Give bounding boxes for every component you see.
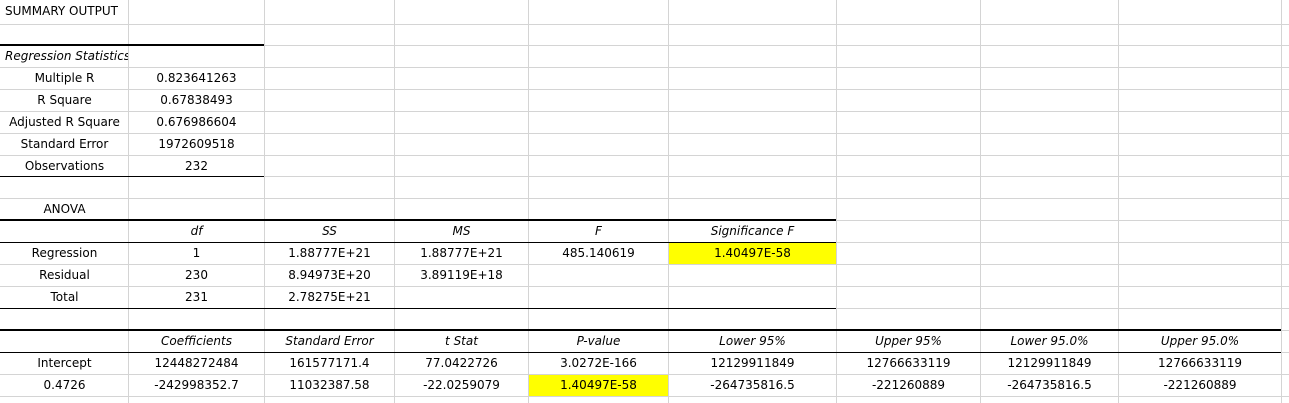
row-gridline <box>0 396 1289 397</box>
regression-stat-label[interactable]: Multiple R <box>34 71 95 85</box>
anova-value[interactable]: 3.89119E+18 <box>420 268 503 282</box>
column-gridline <box>128 0 129 403</box>
summary-output-title[interactable]: SUMMARY OUTPUT <box>5 4 118 18</box>
coefficients-value[interactable]: 12766633119 <box>866 356 951 370</box>
anova-header[interactable]: df <box>190 224 203 238</box>
row-gridline <box>0 67 1289 68</box>
anova-value[interactable]: 1.88777E+21 <box>288 246 371 260</box>
coefficients-value[interactable]: 161577171.4 <box>289 356 370 370</box>
row-gridline <box>0 264 1289 265</box>
anova-bottom-border <box>0 308 836 309</box>
table-top-border <box>0 44 264 46</box>
coefficients-header[interactable]: Lower 95% <box>719 334 786 348</box>
coefficients-value[interactable]: 12129911849 <box>710 356 795 370</box>
column-gridline <box>1118 0 1119 403</box>
anova-value[interactable]: 2.78275E+21 <box>288 290 371 304</box>
coefficients-header[interactable]: P-value <box>576 334 621 348</box>
coefficients-header[interactable]: Standard Error <box>285 334 374 348</box>
anova-value[interactable]: 8.94973E+20 <box>288 268 371 282</box>
anova-header[interactable]: SS <box>322 224 337 238</box>
regression-statistics-heading[interactable]: Regression Statistics <box>5 49 128 63</box>
significance-f-value[interactable]: 1.40497E-58 <box>669 243 836 264</box>
anova-value[interactable]: 1 <box>192 246 201 260</box>
regression-stat-label[interactable]: Standard Error <box>20 137 109 151</box>
row-gridline <box>0 133 1289 134</box>
coefficients-value[interactable]: 12448272484 <box>154 356 239 370</box>
coefficients-value[interactable]: -264735816.5 <box>710 378 795 392</box>
coefficients-value[interactable]: -221260889 <box>871 378 946 392</box>
row-gridline <box>0 198 1289 199</box>
regression-stat-value[interactable]: 0.823641263 <box>156 71 237 85</box>
table-bottom-border <box>0 176 264 177</box>
row-gridline <box>0 24 1289 25</box>
coefficients-value[interactable]: -221260889 <box>1163 378 1237 392</box>
anova-header-border <box>0 242 836 243</box>
coefficients-value[interactable]: 3.0272E-166 <box>560 356 637 370</box>
row-gridline <box>0 374 1289 375</box>
anova-value[interactable]: 485.140619 <box>562 246 635 260</box>
coefficients-header[interactable]: Coefficients <box>161 334 232 348</box>
column-gridline <box>264 0 265 403</box>
coefficients-value[interactable]: 12129911849 <box>1007 356 1092 370</box>
coefficients-header-border <box>0 352 1281 353</box>
anova-value[interactable]: 230 <box>185 268 208 282</box>
regression-stat-value[interactable]: 232 <box>185 159 208 173</box>
column-gridline <box>528 0 529 403</box>
coefficients-header[interactable]: t Stat <box>445 334 478 348</box>
coefficients-value[interactable]: 11032387.58 <box>289 378 370 392</box>
coefficients-value[interactable]: -264735816.5 <box>1007 378 1092 392</box>
coefficients-row-label[interactable]: 0.4726 <box>43 378 86 392</box>
row-gridline <box>0 111 1289 112</box>
p-value-highlighted[interactable]: 1.40497E-58 <box>529 375 668 396</box>
anova-row-label[interactable]: Total <box>50 290 79 304</box>
row-gridline <box>0 176 1289 177</box>
row-gridline <box>0 155 1289 156</box>
row-gridline <box>0 45 1289 46</box>
anova-header[interactable]: MS <box>452 224 471 238</box>
column-gridline <box>980 0 981 403</box>
regression-stat-label[interactable]: Adjusted R Square <box>9 115 120 129</box>
regression-stat-label[interactable]: Observations <box>24 159 105 173</box>
column-gridline <box>836 0 837 403</box>
anova-header[interactable]: F <box>595 224 602 238</box>
regression-stat-value[interactable]: 0.676986604 <box>156 115 237 129</box>
coefficients-header[interactable]: Upper 95.0% <box>1160 334 1240 348</box>
coefficients-value[interactable]: 12766633119 <box>1158 356 1242 370</box>
coefficients-value[interactable]: -242998352.7 <box>154 378 239 392</box>
coefficients-top-border <box>0 329 1281 331</box>
anova-header[interactable]: Significance F <box>710 224 795 238</box>
regression-stat-value[interactable]: 1972609518 <box>158 137 235 151</box>
row-gridline <box>0 286 1289 287</box>
anova-value[interactable]: 231 <box>185 290 208 304</box>
anova-row-label[interactable]: Regression <box>31 246 98 260</box>
coefficients-value[interactable]: -22.0259079 <box>423 378 500 392</box>
coefficients-header[interactable]: Lower 95.0% <box>1010 334 1089 348</box>
anova-row-label[interactable]: Residual <box>39 268 90 282</box>
column-gridline <box>394 0 395 403</box>
column-gridline <box>668 0 669 403</box>
coefficients-value[interactable]: 77.0422726 <box>425 356 498 370</box>
column-gridline <box>1281 0 1282 403</box>
coefficients-row-label[interactable]: Intercept <box>37 356 92 370</box>
anova-heading[interactable]: ANOVA <box>43 202 86 216</box>
regression-stat-value[interactable]: 0.67838493 <box>160 93 233 107</box>
anova-top-border <box>0 219 836 221</box>
anova-value[interactable]: 1.88777E+21 <box>420 246 503 260</box>
coefficients-header[interactable]: Upper 95% <box>875 334 942 348</box>
regression-stat-label[interactable]: R Square <box>37 93 92 107</box>
row-gridline <box>0 89 1289 90</box>
